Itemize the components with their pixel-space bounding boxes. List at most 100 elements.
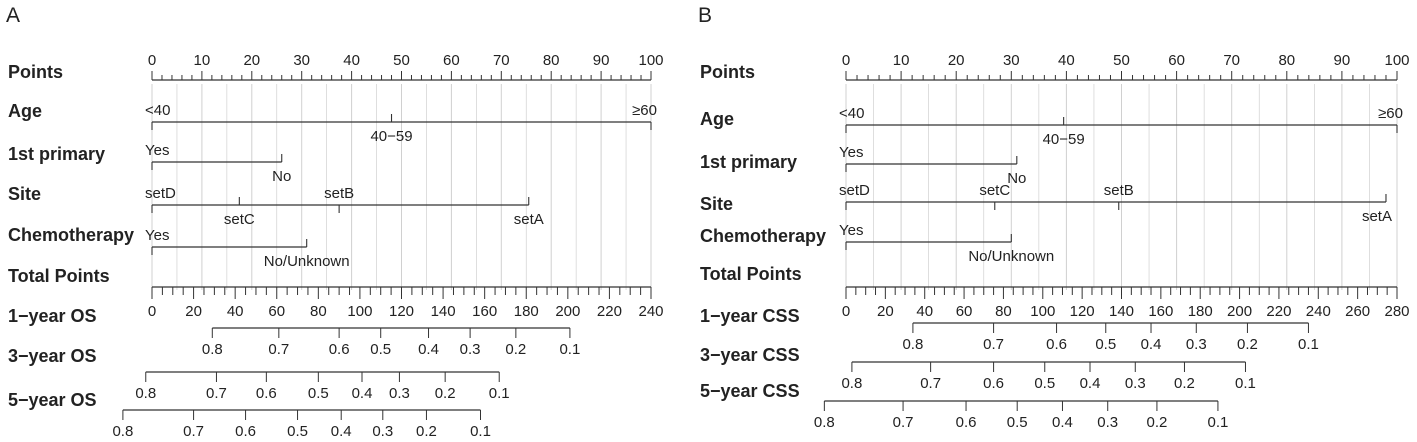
outcome-tick-label: 0.5	[1095, 336, 1116, 353]
variable-level-label: 40−59	[370, 128, 412, 145]
variable-level-label: Yes	[145, 142, 169, 159]
total-points-tick-label: 0	[842, 303, 850, 320]
points-tick-label: 90	[593, 52, 610, 69]
variable-level-label: setB	[324, 185, 354, 202]
outcome-tick-label: 0.5	[1007, 414, 1028, 431]
points-tick-label: 40	[1058, 52, 1075, 69]
variable-label: Chemotherapy	[700, 226, 826, 246]
variable-level-label: ≥60	[632, 102, 657, 119]
total-points-tick-label: 180	[514, 303, 539, 320]
outcome-tick-label: 0.7	[268, 341, 289, 358]
outcome-tick-label: 0.2	[505, 341, 526, 358]
points-tick-label: 50	[393, 52, 410, 69]
outcome-tick-label: 0.7	[983, 336, 1004, 353]
outcome-tick-label: 0.8	[841, 375, 862, 392]
variable-level-label: setC	[979, 182, 1010, 199]
points-tick-label: 100	[1384, 52, 1409, 69]
variable-level-label: Yes	[839, 222, 863, 239]
outcome-tick-label: 0.2	[416, 423, 437, 440]
total-points-tick-label: 0	[148, 303, 156, 320]
total-points-tick-label: 20	[877, 303, 894, 320]
outcome-tick-label: 0.2	[1237, 336, 1258, 353]
panel-a-label: A	[6, 4, 20, 27]
outcome-tick-label: 0.1	[1207, 414, 1228, 431]
outcome-tick-label: 0.7	[183, 423, 204, 440]
total-points-tick-label: 160	[472, 303, 497, 320]
outcome-tick-label: 0.6	[956, 414, 977, 431]
variable-level-label: setD	[839, 182, 870, 199]
total-points-tick-label: 200	[1227, 303, 1252, 320]
outcome-label: 1−year CSS	[700, 306, 800, 326]
points-tick-label: 30	[1003, 52, 1020, 69]
outcome-tick-label: 0.6	[329, 341, 350, 358]
points-axis-label: Points	[700, 62, 755, 82]
points-tick-label: 10	[893, 52, 910, 69]
variable-level-label: <40	[839, 105, 864, 122]
outcome-label: 1−year OS	[8, 306, 97, 326]
variable-level-label: setC	[224, 211, 255, 228]
outcome-tick-label: 0.3	[460, 341, 481, 358]
variable-label: Chemotherapy	[8, 225, 134, 245]
outcome-tick-label: 0.3	[1125, 375, 1146, 392]
points-tick-label: 20	[243, 52, 260, 69]
total-points-tick-label: 100	[1030, 303, 1055, 320]
variable-level-label: 40−59	[1043, 131, 1085, 148]
total-points-tick-label: 260	[1345, 303, 1370, 320]
total-points-tick-label: 40	[916, 303, 933, 320]
outcome-tick-label: 0.7	[893, 414, 914, 431]
points-tick-label: 80	[543, 52, 560, 69]
outcome-tick-label: 0.1	[489, 385, 510, 402]
variable-label: Age	[700, 109, 734, 129]
outcome-label: 5−year OS	[8, 390, 97, 410]
points-tick-label: 70	[1223, 52, 1240, 69]
total-points-tick-label: 160	[1148, 303, 1173, 320]
panel-b-nomogram: Points 0 10 20 30 40 50 60 70 80 90 100 Age <40 40−59 ≥…	[700, 52, 1410, 431]
outcome-tick-label: 0.6	[983, 375, 1004, 392]
total-points-tick-label: 140	[1109, 303, 1134, 320]
points-tick-label: 80	[1278, 52, 1295, 69]
points-tick-label: 40	[343, 52, 360, 69]
variable-level-label: setD	[145, 185, 176, 202]
variable-level-label: No/Unknown	[968, 248, 1054, 265]
outcome-tick-label: 0.2	[1174, 375, 1195, 392]
outcome-label: 5−year CSS	[700, 381, 800, 401]
outcome-tick-label: 0.6	[256, 385, 277, 402]
outcome-tick-label: 0.5	[1034, 375, 1055, 392]
variable-label: 1st primary	[700, 152, 797, 172]
variable-level-label: setA	[514, 211, 544, 228]
total-points-tick-label: 280	[1384, 303, 1409, 320]
total-points-tick-label: 240	[638, 303, 663, 320]
total-points-tick-label: 60	[268, 303, 285, 320]
total-points-tick-label: 240	[1306, 303, 1331, 320]
points-tick-label: 60	[1168, 52, 1185, 69]
outcome-tick-label: 0.1	[470, 423, 491, 440]
variable-level-label: ≥60	[1378, 105, 1403, 122]
points-tick-label: 10	[194, 52, 211, 69]
variable-label: Age	[8, 101, 42, 121]
outcome-tick-label: 0.8	[112, 423, 133, 440]
variable-level-label: setA	[1362, 208, 1392, 225]
points-tick-label: 0	[148, 52, 156, 69]
total-points-tick-label: 140	[431, 303, 456, 320]
outcome-tick-label: 0.5	[308, 385, 329, 402]
points-tick-label: 70	[493, 52, 510, 69]
outcome-tick-label: 0.8	[902, 336, 923, 353]
outcome-tick-label: 0.4	[418, 341, 439, 358]
outcome-tick-label: 0.1	[559, 341, 580, 358]
total-points-tick-label: 80	[995, 303, 1012, 320]
total-points-tick-label: 80	[310, 303, 327, 320]
outcome-tick-label: 0.3	[1186, 336, 1207, 353]
outcome-tick-label: 0.8	[135, 385, 156, 402]
points-tick-label: 20	[948, 52, 965, 69]
points-tick-label: 60	[443, 52, 460, 69]
outcome-tick-label: 0.8	[814, 414, 835, 431]
variable-level-label: Yes	[145, 227, 169, 244]
points-tick-label: 50	[1113, 52, 1130, 69]
total-points-tick-label: 120	[389, 303, 414, 320]
outcome-tick-label: 0.2	[435, 385, 456, 402]
outcome-label: 3−year OS	[8, 346, 97, 366]
outcome-tick-label: 0.7	[920, 375, 941, 392]
points-tick-label: 30	[293, 52, 310, 69]
panel-b-label: B	[698, 4, 712, 27]
